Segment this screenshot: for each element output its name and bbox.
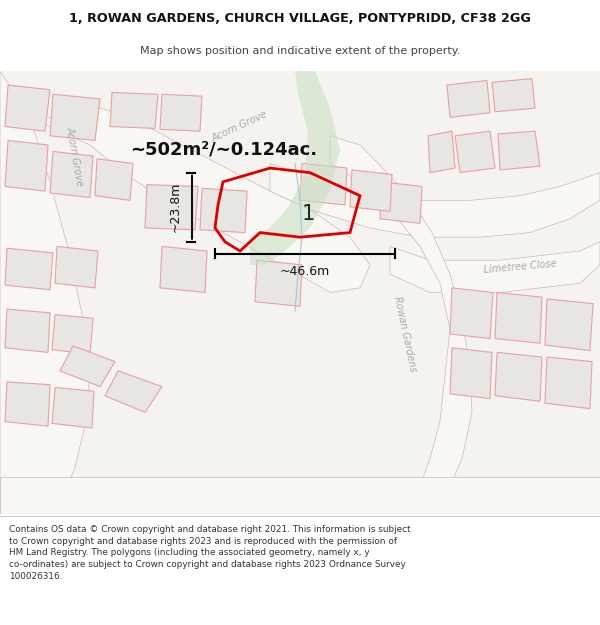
Polygon shape — [300, 164, 347, 205]
Polygon shape — [52, 388, 94, 428]
Text: Acorn Grove: Acorn Grove — [65, 126, 85, 187]
Polygon shape — [55, 246, 98, 288]
Polygon shape — [350, 170, 392, 211]
Polygon shape — [110, 92, 158, 128]
Polygon shape — [200, 188, 247, 232]
Polygon shape — [270, 164, 600, 238]
Polygon shape — [492, 79, 535, 112]
Polygon shape — [380, 182, 422, 223]
Polygon shape — [545, 357, 592, 409]
Polygon shape — [145, 184, 198, 230]
Polygon shape — [330, 136, 472, 514]
Polygon shape — [450, 288, 493, 339]
Polygon shape — [545, 299, 593, 351]
Polygon shape — [0, 71, 600, 514]
Text: Limetree Close: Limetree Close — [483, 259, 557, 275]
Text: ~502m²/~0.124ac.: ~502m²/~0.124ac. — [130, 141, 317, 159]
Polygon shape — [5, 309, 50, 352]
Text: 1: 1 — [301, 204, 314, 224]
Text: Map shows position and indicative extent of the property.: Map shows position and indicative extent… — [140, 46, 460, 56]
Polygon shape — [495, 352, 542, 401]
Polygon shape — [5, 382, 50, 426]
Polygon shape — [50, 151, 93, 198]
Polygon shape — [60, 346, 115, 386]
Polygon shape — [450, 348, 492, 399]
Polygon shape — [105, 371, 162, 413]
Text: Contains OS data © Crown copyright and database right 2021. This information is : Contains OS data © Crown copyright and d… — [9, 525, 410, 581]
Polygon shape — [5, 85, 50, 131]
Polygon shape — [30, 108, 370, 292]
Text: ~46.6m: ~46.6m — [280, 265, 330, 278]
Polygon shape — [498, 131, 540, 170]
Text: Acorn Grove: Acorn Grove — [211, 109, 269, 144]
Polygon shape — [390, 242, 600, 292]
Polygon shape — [50, 94, 100, 141]
Polygon shape — [52, 314, 93, 354]
Polygon shape — [428, 131, 455, 173]
Polygon shape — [0, 477, 600, 514]
Polygon shape — [495, 292, 542, 343]
Polygon shape — [160, 94, 202, 131]
Polygon shape — [0, 71, 90, 514]
Text: 1, ROWAN GARDENS, CHURCH VILLAGE, PONTYPRIDD, CF38 2GG: 1, ROWAN GARDENS, CHURCH VILLAGE, PONTYP… — [69, 12, 531, 25]
Text: Rowan Gardens: Rowan Gardens — [392, 295, 418, 372]
Polygon shape — [250, 71, 340, 265]
Polygon shape — [95, 159, 133, 200]
Polygon shape — [5, 248, 53, 290]
Text: ~23.8m: ~23.8m — [169, 182, 182, 232]
Polygon shape — [160, 246, 207, 292]
Polygon shape — [447, 81, 490, 118]
Polygon shape — [5, 141, 48, 191]
Polygon shape — [455, 131, 495, 173]
Polygon shape — [255, 260, 302, 306]
